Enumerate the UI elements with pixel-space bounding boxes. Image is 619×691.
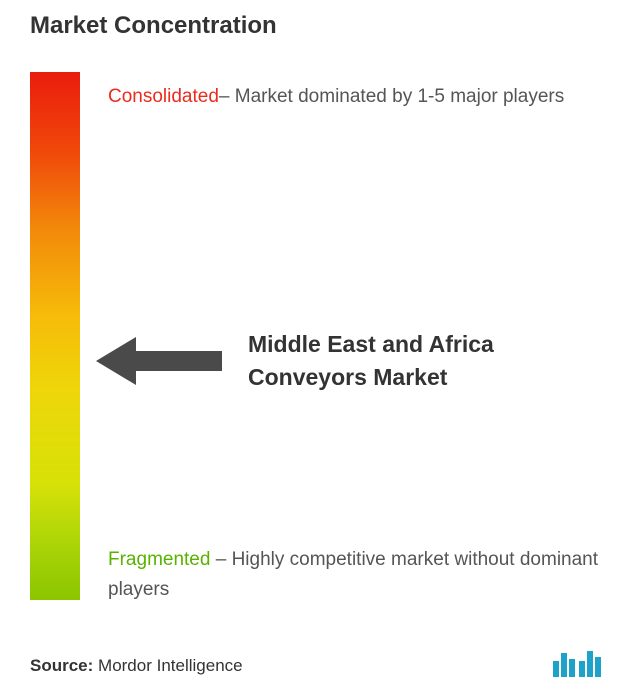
mordor-logo-icon <box>551 647 601 677</box>
consolidated-text: – Market dominated by 1-5 major players <box>219 86 564 107</box>
fragmented-label: Fragmented – Highly competitive market w… <box>108 545 598 606</box>
consolidated-keyword: Consolidated <box>108 86 219 107</box>
arrow-left-icon <box>96 329 224 393</box>
page-title: Market Concentration <box>30 12 277 40</box>
source-label: Source: <box>30 656 93 675</box>
market-indicator-row: Middle East and Africa Conveyors Market <box>96 328 568 395</box>
consolidated-label: Consolidated– Market dominated by 1-5 ma… <box>108 82 578 112</box>
fragmented-keyword: Fragmented <box>108 549 210 570</box>
concentration-gradient-bar <box>30 72 80 600</box>
market-label: Middle East and Africa Conveyors Market <box>248 328 568 395</box>
source-value: Mordor Intelligence <box>98 656 243 675</box>
source-line: Source: Mordor Intelligence <box>30 656 243 676</box>
